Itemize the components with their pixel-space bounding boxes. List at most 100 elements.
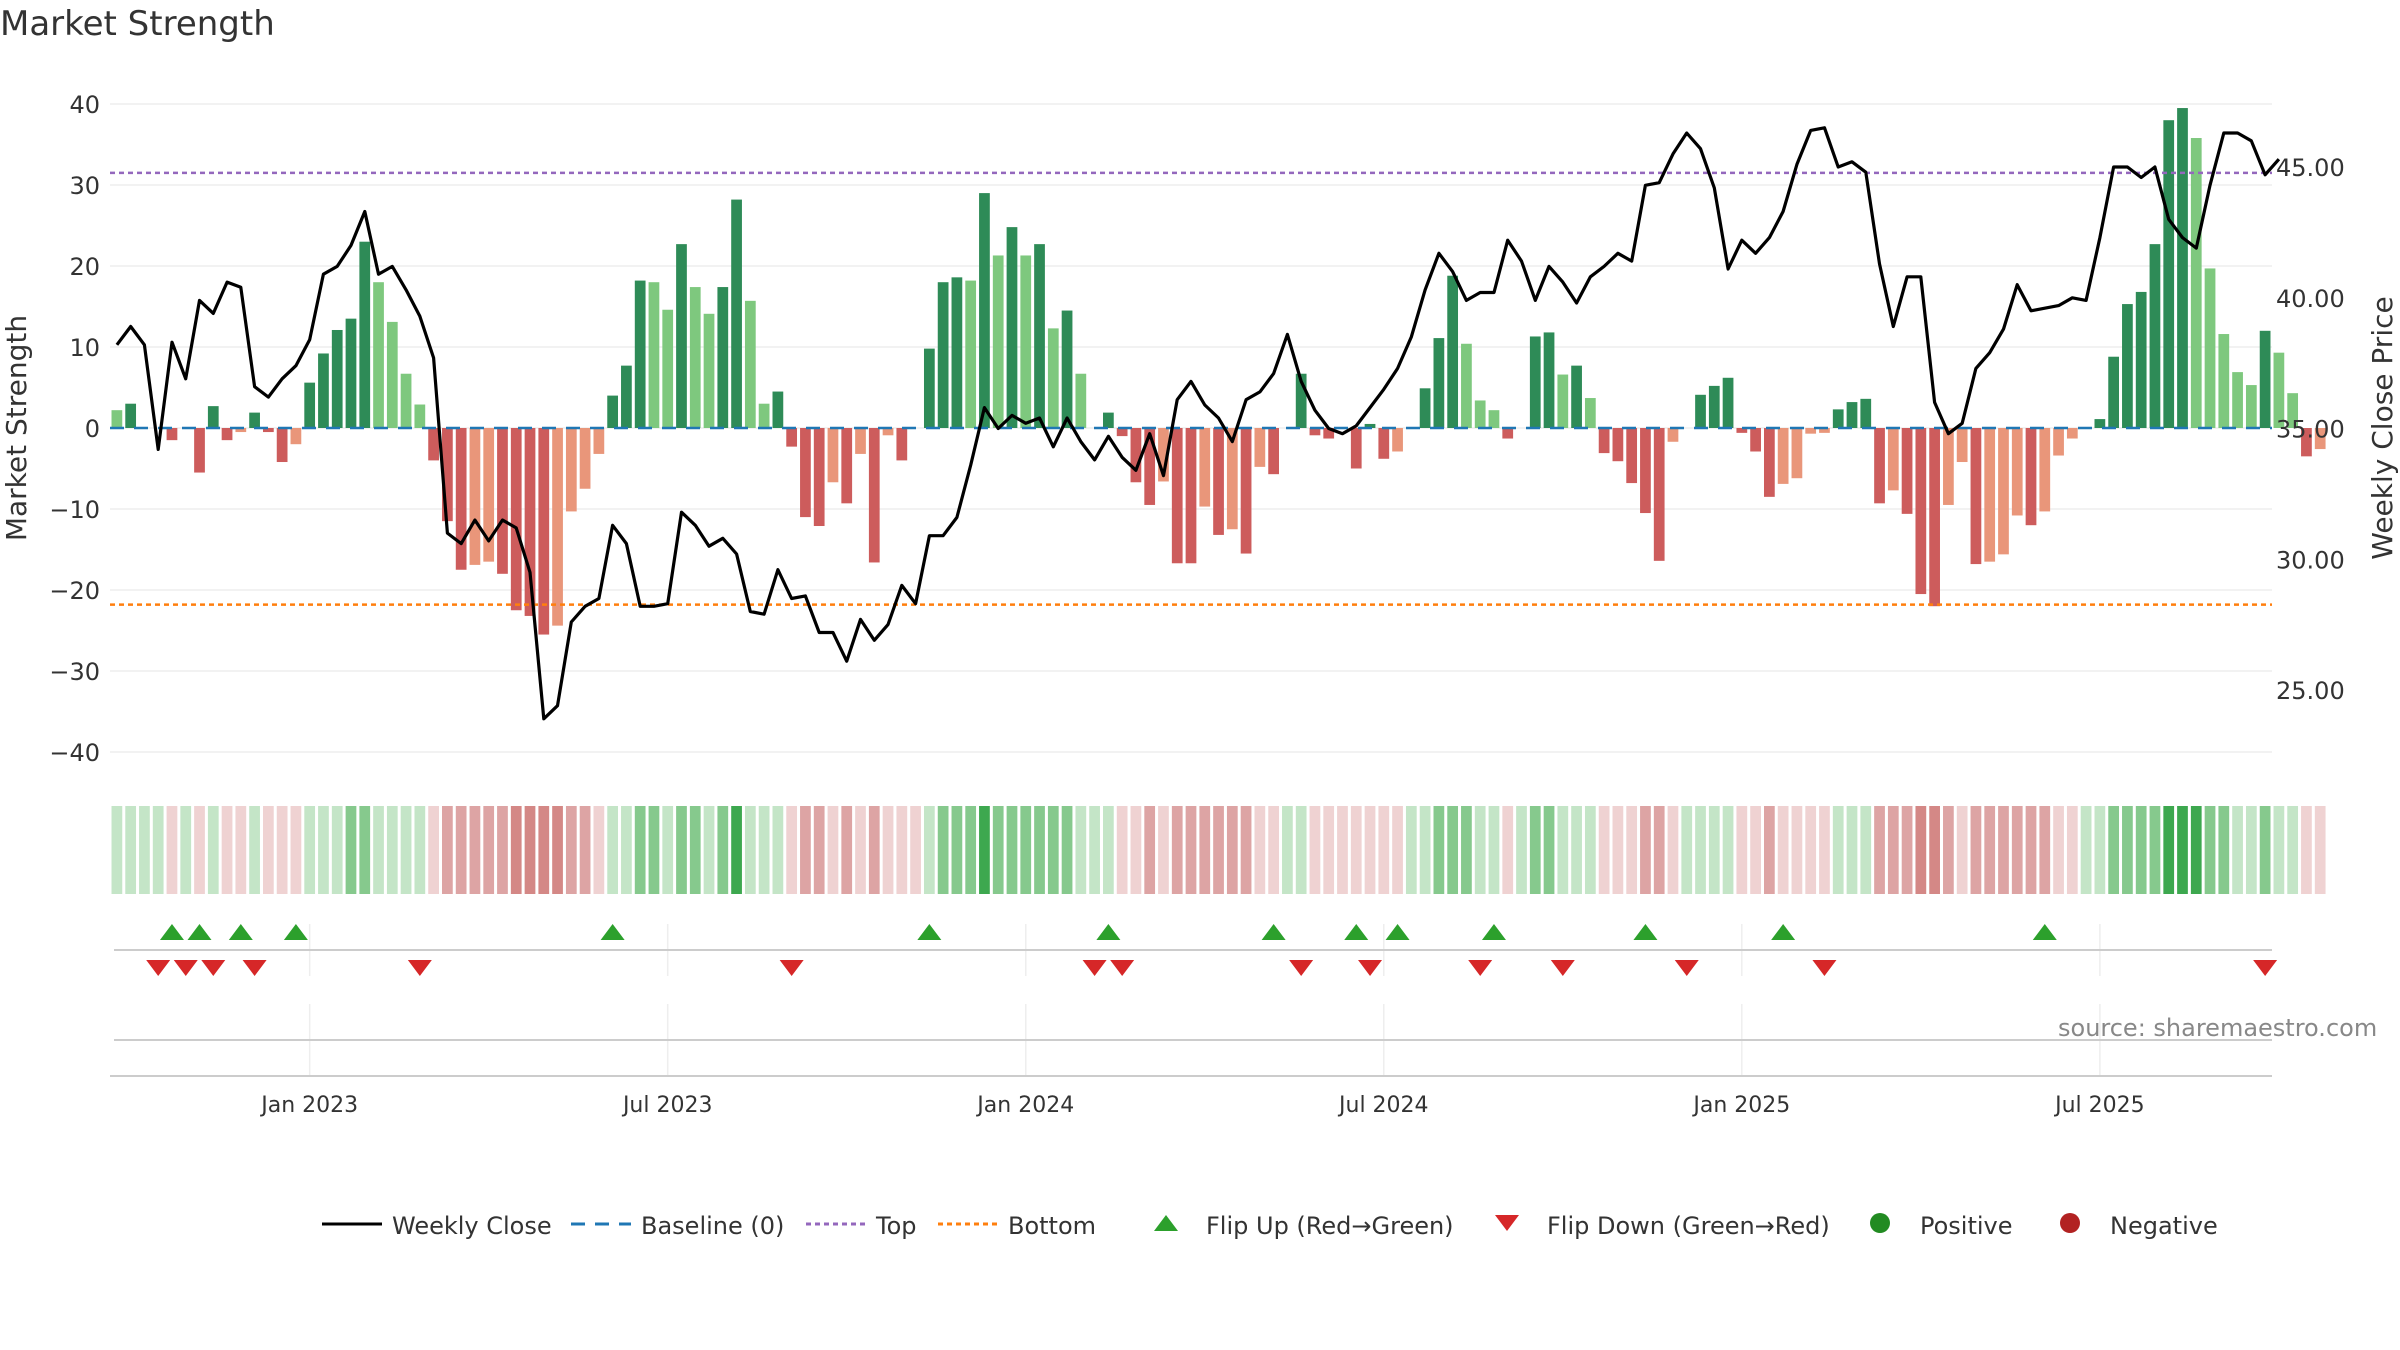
legend-label: Flip Down (Green→Red) (1547, 1212, 1830, 1240)
flip-up-marker (1344, 924, 1369, 940)
strength-bar (1061, 310, 1073, 428)
strip-cell (868, 806, 880, 894)
strength-bar (2301, 428, 2312, 457)
strip-cell (1282, 806, 1293, 894)
flip-down-marker (242, 960, 267, 976)
strength-bar (2204, 268, 2216, 428)
legend-label: Bottom (1008, 1212, 1097, 1240)
strip-cell (1681, 806, 1693, 894)
strength-bar (979, 193, 990, 428)
strip-cell (1392, 806, 1403, 894)
strip-cell (524, 806, 536, 894)
positive-swatch-icon (1850, 1211, 1910, 1241)
strip-cell (965, 806, 977, 894)
strip-cell (2204, 806, 2216, 894)
strength-bar (194, 428, 205, 473)
strength-bar (1984, 428, 1996, 562)
y2-tick-label: 45.00 (2276, 154, 2345, 182)
strip-cell (731, 806, 742, 894)
flip-down-marker (1812, 960, 1837, 976)
strip-cell (1350, 806, 1362, 894)
strength-bar (648, 282, 660, 428)
strength-bar (882, 428, 894, 436)
flip-down-marker (1468, 960, 1493, 976)
strength-bar (827, 428, 839, 483)
strength-bar (1612, 428, 1624, 462)
legend-item-positive: Positive (1850, 1204, 2013, 1248)
strength-bar (442, 428, 453, 522)
y-tick-label: 10 (69, 334, 100, 362)
strength-bar (249, 412, 260, 428)
strength-bar (1557, 374, 1569, 428)
strip-cell (1433, 806, 1445, 894)
weekly-close-line (115, 126, 2281, 721)
strength-bar (1295, 373, 1307, 428)
strip-cell (345, 806, 357, 894)
strength-bar (1887, 428, 1899, 491)
strength-bar (1474, 400, 1486, 428)
strip-cell (386, 806, 398, 894)
strip-cell (621, 806, 632, 894)
strength-bar (758, 403, 770, 428)
strip-cell (2066, 806, 2078, 894)
strip-cell (400, 806, 412, 894)
strip-cell (1447, 806, 1459, 894)
strength-bar (469, 428, 481, 565)
strength-bar (1722, 377, 1734, 428)
strip-cell (331, 806, 343, 894)
strength-bar (1571, 365, 1582, 428)
strip-cell (1832, 806, 1844, 894)
strength-bar (1708, 385, 1720, 428)
strength-bar (1529, 336, 1541, 428)
strip-cell (1763, 806, 1775, 894)
strip-cell (813, 806, 825, 894)
strength-bar (2149, 244, 2161, 428)
strength-bar (1874, 428, 1885, 504)
strip-cell (1171, 806, 1183, 894)
legend-label: Top (876, 1212, 917, 1240)
strip-cell (1543, 806, 1555, 894)
strip-cell (1337, 806, 1348, 894)
strength-bar (345, 318, 357, 428)
strip-cell (2039, 806, 2051, 894)
flip-up-marker (1771, 924, 1796, 940)
strip-cell (648, 806, 660, 894)
strip-cell (538, 806, 550, 894)
strength-bar (276, 428, 288, 463)
strength-bar (1763, 428, 1775, 497)
flip-up-marker (1481, 924, 1506, 940)
legend-item-baseline: Baseline (0) (571, 1204, 784, 1248)
strip-cell (923, 806, 935, 894)
strip-cell (593, 806, 605, 894)
close-swatch-icon (322, 1212, 382, 1240)
strength-bar (786, 428, 798, 447)
strip-cell (1061, 806, 1073, 894)
strength-bar (2135, 291, 2147, 428)
strip-cell (2232, 806, 2243, 894)
baseline-swatch-icon (571, 1212, 631, 1240)
strip-cell (1502, 806, 1514, 894)
strength-bar (304, 382, 316, 428)
strip-cell (1667, 806, 1679, 894)
strength-bar (868, 428, 880, 563)
flip-down-marker (201, 960, 226, 976)
strength-bar (579, 428, 591, 489)
y-tick-label: 30 (69, 172, 100, 200)
strength-bar (2259, 330, 2271, 428)
strip-cell (2011, 806, 2023, 894)
strip-cell (1970, 806, 1982, 894)
strip-cell (855, 806, 866, 894)
strip-cell (703, 806, 715, 894)
x-tick-label: Jan 2023 (259, 1093, 358, 1118)
strip-cell (2287, 806, 2299, 894)
strip-cell (1846, 806, 1858, 894)
strip-cell (1309, 806, 1321, 894)
strip-cell (221, 806, 233, 894)
strip-cell (442, 806, 453, 894)
strength-bar (1598, 428, 1610, 454)
strip-cell (1144, 806, 1156, 894)
strip-cell (1915, 806, 1927, 894)
strength-bar (1034, 244, 1045, 428)
strength-bar (221, 428, 233, 441)
